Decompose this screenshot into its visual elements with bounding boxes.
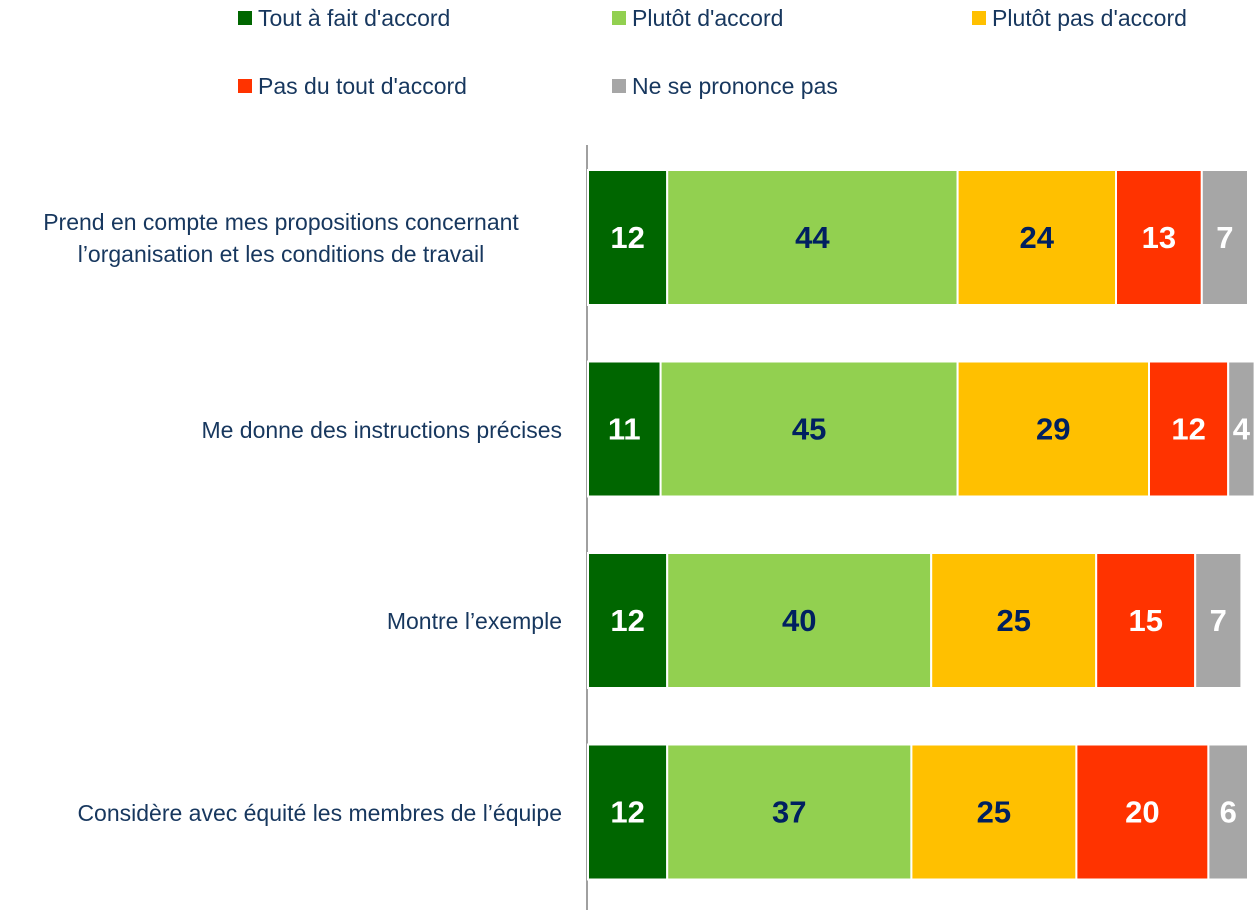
bar-segment — [1194, 552, 1243, 689]
bar-segment — [910, 743, 1078, 881]
data-label: 44 — [795, 220, 830, 255]
legend-label: Plutôt d'accord — [632, 4, 784, 31]
data-label: 12 — [610, 220, 644, 255]
data-label: 29 — [1036, 412, 1070, 447]
bar-segment — [956, 169, 1117, 306]
legend-item: Tout à fait d'accord — [238, 2, 450, 34]
bar-segment — [587, 743, 669, 881]
legend-item: Pas du tout d'accord — [238, 70, 467, 102]
category-label: Montre l’exemple — [0, 553, 562, 689]
legend-item: Plutôt d'accord — [612, 2, 783, 34]
category-text: Prend en compte mes propositions concern… — [43, 209, 519, 267]
data-label: 37 — [772, 795, 806, 830]
data-label: 25 — [996, 603, 1030, 638]
bar-segment — [666, 552, 933, 689]
category-label: Prend en compte mes propositions concern… — [0, 170, 562, 306]
legend-swatch — [612, 79, 626, 93]
legend-swatch — [612, 11, 626, 25]
bar-segment — [956, 360, 1150, 498]
bar-segment — [1148, 360, 1230, 498]
bar-segment — [1200, 169, 1250, 306]
category-label: Me donne des instructions précises — [0, 362, 562, 498]
bar-segment — [666, 169, 959, 306]
category-label: Considère avec équité les membres de l’é… — [0, 745, 562, 881]
legend-swatch — [972, 11, 986, 25]
bar-segment — [587, 552, 669, 689]
bar-segment — [1227, 360, 1254, 498]
legend-label: Ne se prononce pas — [632, 72, 838, 99]
data-label: 7 — [1210, 603, 1227, 638]
data-label: 13 — [1142, 220, 1176, 255]
data-label: 12 — [610, 795, 644, 830]
legend-swatch — [238, 79, 252, 93]
category-text: Me donne des instructions précises — [201, 416, 562, 443]
data-label: 25 — [977, 795, 1011, 830]
legend-item: Plutôt pas d'accord — [972, 2, 1187, 34]
bar-segment — [659, 360, 959, 498]
bar-segment — [1075, 743, 1210, 881]
bar-segment — [1095, 552, 1197, 689]
data-label: 12 — [610, 603, 644, 638]
data-label: 45 — [792, 412, 826, 447]
data-label: 11 — [608, 412, 641, 447]
category-text: Montre l’exemple — [386, 608, 562, 634]
data-label: 20 — [1125, 795, 1159, 830]
bar-segment — [587, 360, 662, 498]
bar-segment — [666, 743, 913, 881]
data-label: 4 — [1233, 412, 1251, 447]
data-label: 40 — [782, 603, 816, 638]
legend-label: Plutôt pas d'accord — [992, 4, 1187, 31]
data-label: 15 — [1128, 603, 1162, 638]
bar-segment — [930, 552, 1098, 689]
data-label: 12 — [1171, 412, 1205, 447]
legend-item: Ne se prononce pas — [612, 70, 838, 102]
legend-label: Pas du tout d'accord — [258, 72, 467, 99]
data-label: 24 — [1020, 220, 1055, 255]
bar-segment — [1207, 743, 1250, 881]
bar-segment — [1115, 169, 1203, 306]
legend-label: Tout à fait d'accord — [258, 4, 451, 31]
data-label: 6 — [1220, 795, 1237, 830]
legend-swatch — [238, 11, 252, 25]
data-label: 7 — [1216, 220, 1233, 255]
category-text: Considère avec équité les membres de l’é… — [77, 799, 562, 826]
